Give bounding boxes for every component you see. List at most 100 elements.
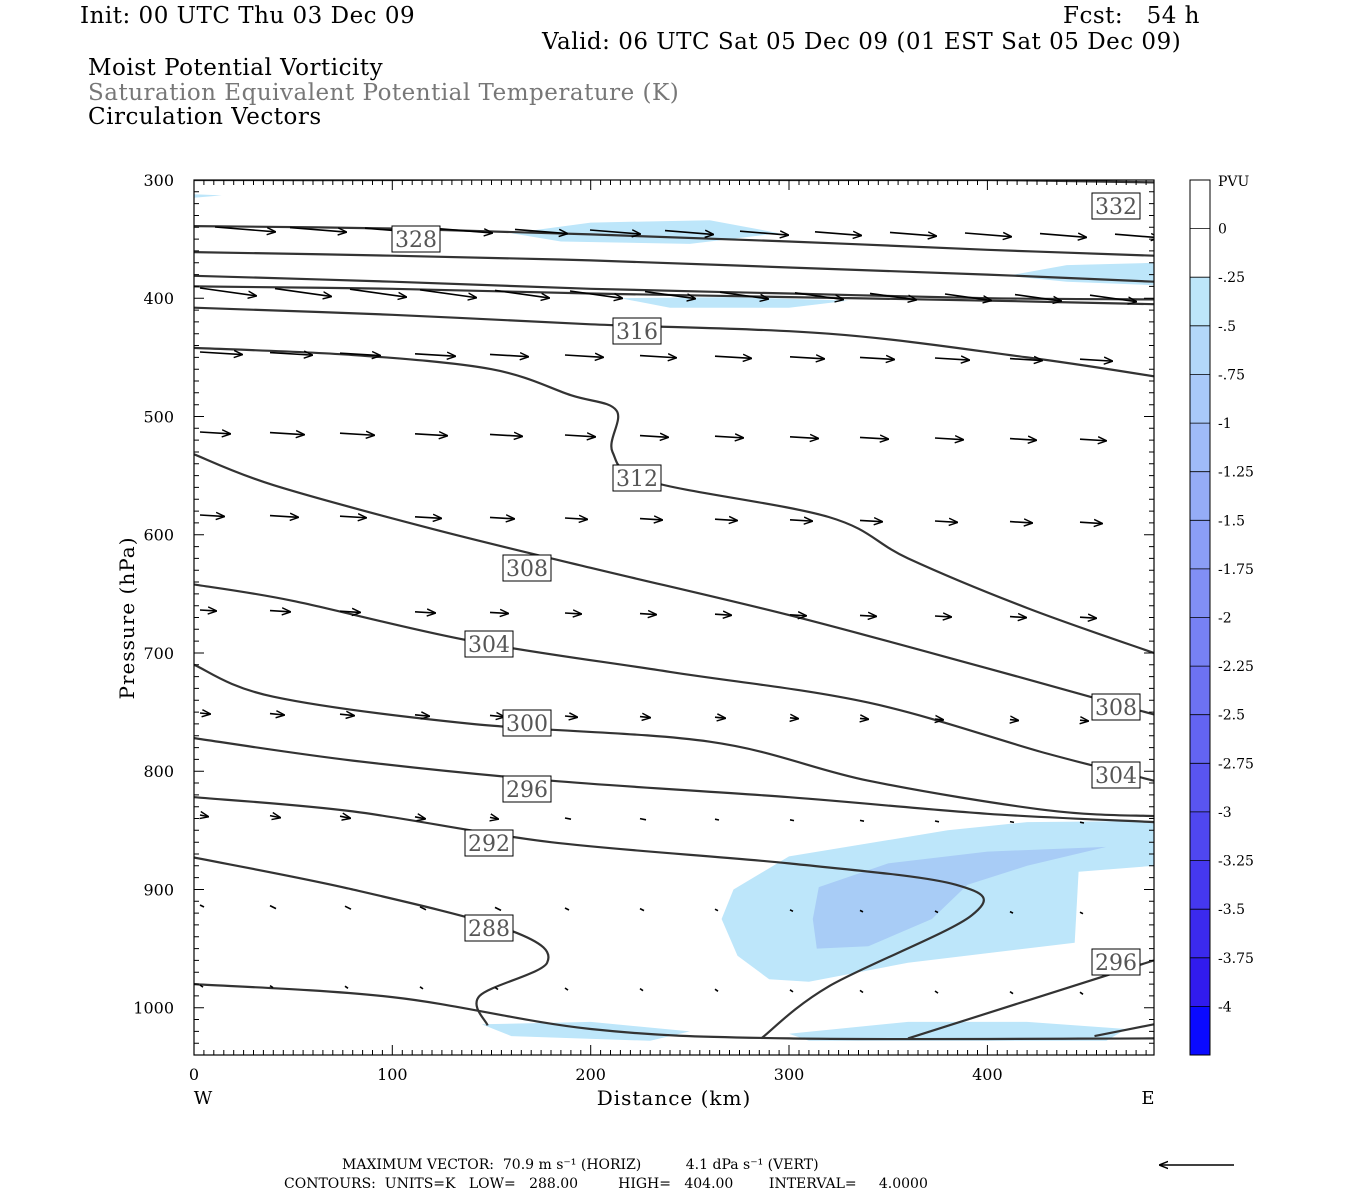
circulation-vector (1009, 522, 1032, 523)
colorbar-segment-14 (1190, 860, 1210, 910)
colorbar-level-label: -1 (1218, 416, 1232, 432)
circulation-vector (714, 436, 743, 438)
circulation-vector (414, 817, 425, 819)
pv-fill-layer (194, 194, 1154, 1041)
circulation-vector (514, 228, 567, 233)
contour-label-304: 304 (468, 633, 510, 658)
circulation-vector (1079, 911, 1084, 915)
circulation-vector (414, 715, 429, 716)
circulation-vector (199, 904, 205, 908)
circulation-vector (1079, 821, 1085, 824)
colorbar-segment-5 (1190, 423, 1210, 473)
colorbar-level-label: -3.75 (1218, 951, 1254, 967)
colorbar-segment-17 (1190, 1006, 1210, 1056)
contour-label-304: 304 (1095, 764, 1137, 789)
field-title-theta-es: Saturation Equivalent Potential Temperat… (88, 80, 680, 106)
circulation-vector (1009, 617, 1026, 618)
circulation-vector (489, 434, 522, 436)
y-tick-label-600: 600 (143, 526, 174, 545)
circulation-vector (289, 226, 346, 232)
colorbar-title: PVU (1218, 174, 1250, 190)
circulation-vector (339, 433, 374, 435)
colorbar-segment-8 (1190, 568, 1210, 618)
circulation-vector (339, 714, 354, 715)
colorbar-level-label: -1.75 (1218, 562, 1254, 578)
circulation-vector (859, 615, 876, 616)
circulation-vector (859, 909, 864, 913)
colorbar-level-label: -3.25 (1218, 854, 1254, 870)
circulation-vector (1010, 720, 1018, 721)
pv-fill-lower-core (812, 846, 1107, 949)
circulation-vector (639, 717, 650, 718)
colorbar-segment-1 (1190, 228, 1210, 278)
y-tick-label-900: 900 (143, 880, 174, 899)
contour-label-box-328 (391, 225, 441, 253)
circulation-vector (714, 356, 751, 358)
circulation-vector (564, 716, 577, 717)
circulation-vector (789, 357, 824, 359)
colorbar-level-label: 0 (1218, 222, 1227, 238)
circulation-vector (490, 817, 498, 819)
field-title-pv: Moist Potential Vorticity (88, 55, 384, 81)
circulation-vector (414, 517, 441, 519)
circulation-vector (564, 817, 572, 820)
circulation-vector (439, 228, 492, 233)
theta-es-contour-296-10 (194, 737, 1154, 824)
circulation-vector (564, 355, 603, 357)
circulation-vector (564, 518, 587, 519)
circulation-vector (1080, 720, 1088, 721)
contour-label-box-292 (464, 829, 514, 857)
circulation-vector (199, 432, 230, 434)
circulation-vector (489, 354, 528, 356)
colorbar-level-label: -.5 (1218, 319, 1236, 335)
x-tick-label-400: 400 (972, 1065, 1003, 1084)
circulation-vector (714, 908, 719, 912)
circulation-vector (489, 612, 508, 613)
contour-label-288: 288 (468, 917, 510, 942)
circulation-vector (200, 815, 208, 817)
circulation-vector (199, 984, 204, 988)
colorbar-segment-16 (1190, 957, 1210, 1007)
circulation-vector (1089, 294, 1136, 301)
circulation-vector (339, 816, 350, 818)
circulation-vector (964, 233, 1011, 237)
x-tick-label-100: 100 (377, 1065, 408, 1084)
circulation-vector (639, 987, 644, 992)
circulation-vector (564, 987, 569, 991)
circulation-vector (739, 231, 788, 235)
colorbar-segment-3 (1190, 325, 1210, 375)
colorbar-segment-13 (1190, 811, 1210, 862)
circulation-vector (639, 519, 662, 520)
circulation-vector (789, 520, 812, 521)
contour-label-296: 296 (506, 778, 548, 803)
circulation-vector (1009, 820, 1015, 824)
y-tick-label-1000: 1000 (133, 999, 174, 1018)
circulation-vector (564, 907, 570, 911)
colorbar-level-label: -2.25 (1218, 659, 1254, 675)
forecast-hour: Fcst: 54 h (1063, 3, 1200, 29)
circulation-vector (790, 718, 798, 719)
contour-label-312: 312 (616, 467, 658, 492)
circulation-vector (1079, 359, 1112, 361)
theta-es-contour-304-8 (194, 583, 1154, 782)
circulation-vector-layer (199, 226, 1154, 995)
circulation-vector (269, 984, 274, 989)
contour-label-316: 316 (616, 320, 658, 345)
contour-label-296: 296 (1095, 951, 1137, 976)
circulation-vector (714, 519, 737, 520)
colorbar-level-label: -2.75 (1218, 756, 1254, 772)
theta-es-contour-300-9 (194, 663, 1154, 818)
circulation-vector (789, 819, 795, 822)
colorbar-level-label: -1.25 (1218, 465, 1254, 481)
contour-label-box-316 (612, 317, 662, 345)
circulation-vector (869, 292, 916, 299)
init-time: Init: 00 UTC Thu 03 Dec 09 (80, 3, 416, 29)
contour-label-box-308 (1091, 693, 1141, 721)
circulation-vector (859, 520, 882, 521)
circulation-vector (934, 438, 963, 440)
circulation-vector (789, 909, 794, 913)
theta-es-contour-292-11 (194, 796, 985, 1040)
circulation-vector (714, 614, 731, 615)
contour-label-box-288 (464, 914, 514, 942)
contour-label-292: 292 (468, 832, 510, 857)
